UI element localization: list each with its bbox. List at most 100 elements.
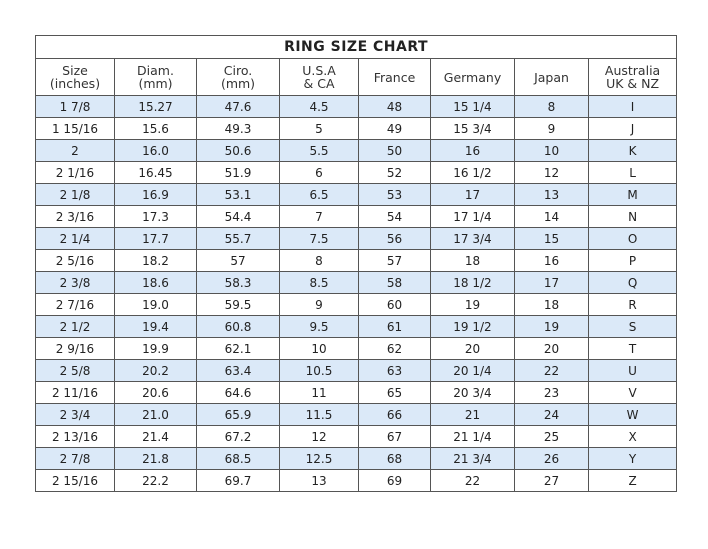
cell-france: 53	[358, 183, 431, 206]
table-row: 1 15/16 15.6 49.3 5 49 15 3/4 9 J	[35, 117, 678, 140]
cell-japan: 14	[514, 205, 589, 228]
cell-france: 66	[358, 403, 431, 426]
table-row: 2 13/16 21.4 67.2 12 67 21 1/4 25 X	[35, 425, 678, 448]
cell-circumference-mm: 49.3	[196, 117, 280, 140]
cell-usa-ca: 7	[279, 205, 359, 228]
cell-size-inches: 2 5/8	[35, 359, 115, 382]
cell-france: 56	[358, 227, 431, 250]
column-header-text: (inches)	[49, 76, 101, 91]
cell-japan: 13	[514, 183, 589, 206]
cell-france: 50	[358, 139, 431, 162]
cell-germany: 19	[430, 293, 515, 316]
column-header-text: Size	[62, 63, 88, 78]
column-header-text: Japan	[534, 69, 569, 85]
cell-circumference-mm: 53.1	[196, 183, 280, 206]
cell-france: 49	[358, 117, 431, 140]
column-header-text: Ciro.	[223, 63, 253, 78]
cell-circumference-mm: 59.5	[196, 293, 280, 316]
table-row: 2 5/16 18.2 57 8 57 18 16 P	[35, 249, 678, 272]
cell-japan: 18	[514, 293, 589, 316]
column-header-japan: Japan	[514, 58, 589, 96]
column-header-text: (mm)	[138, 76, 173, 91]
cell-australia-uk-nz: X	[587, 425, 678, 448]
cell-usa-ca: 11.5	[279, 403, 359, 426]
cell-australia-uk-nz: Y	[587, 447, 678, 470]
cell-circumference-mm: 47.6	[196, 95, 280, 118]
table-row: 2 1/8 16.9 53.1 6.5 53 17 13 M	[35, 183, 678, 206]
cell-germany: 21	[430, 403, 515, 426]
cell-australia-uk-nz: V	[587, 381, 678, 404]
cell-circumference-mm: 57	[196, 249, 280, 272]
cell-circumference-mm: 58.3	[196, 271, 280, 294]
column-header-australia-uk-nz: Australia UK & NZ	[587, 58, 678, 96]
table-row: 2 3/8 18.6 58.3 8.5 58 18 1/2 17 Q	[35, 271, 678, 294]
cell-size-inches: 2 7/8	[35, 447, 115, 470]
column-header-text: Australia	[604, 63, 661, 78]
column-header-text: UK & NZ	[606, 76, 660, 91]
cell-germany: 15 1/4	[430, 95, 515, 118]
cell-size-inches: 2 13/16	[35, 425, 115, 448]
cell-size-inches: 2 1/16	[35, 161, 115, 184]
cell-usa-ca: 8	[279, 249, 359, 272]
cell-japan: 15	[514, 227, 589, 250]
cell-australia-uk-nz: R	[587, 293, 678, 316]
cell-germany: 21 1/4	[430, 425, 515, 448]
cell-australia-uk-nz: L	[587, 161, 678, 184]
cell-circumference-mm: 50.6	[196, 139, 280, 162]
cell-australia-uk-nz: Q	[587, 271, 678, 294]
cell-usa-ca: 4.5	[279, 95, 359, 118]
cell-japan: 8	[514, 95, 589, 118]
cell-australia-uk-nz: I	[587, 95, 678, 118]
table-row: 2 1/4 17.7 55.7 7.5 56 17 3/4 15 O	[35, 227, 678, 250]
cell-usa-ca: 13	[279, 469, 359, 492]
cell-france: 65	[358, 381, 431, 404]
cell-japan: 16	[514, 249, 589, 272]
cell-circumference-mm: 54.4	[196, 205, 280, 228]
cell-circumference-mm: 60.8	[196, 315, 280, 338]
table-row: 2 1/2 19.4 60.8 9.5 61 19 1/2 19 S	[35, 315, 678, 338]
cell-usa-ca: 12.5	[279, 447, 359, 470]
cell-japan: 22	[514, 359, 589, 382]
cell-circumference-mm: 68.5	[196, 447, 280, 470]
cell-diameter-mm: 20.2	[114, 359, 197, 382]
table-row: 2 9/16 19.9 62.1 10 62 20 20 T	[35, 337, 678, 360]
cell-france: 61	[358, 315, 431, 338]
cell-france: 57	[358, 249, 431, 272]
table-row: 2 7/16 19.0 59.5 9 60 19 18 R	[35, 293, 678, 316]
cell-size-inches: 2 1/8	[35, 183, 115, 206]
cell-japan: 24	[514, 403, 589, 426]
cell-germany: 20 3/4	[430, 381, 515, 404]
cell-usa-ca: 5.5	[279, 139, 359, 162]
cell-france: 52	[358, 161, 431, 184]
cell-japan: 23	[514, 381, 589, 404]
cell-diameter-mm: 16.0	[114, 139, 197, 162]
ring-size-table: RING SIZE CHART Size (inches) Diam. (mm) Cir…	[34, 35, 678, 492]
cell-circumference-mm: 51.9	[196, 161, 280, 184]
cell-usa-ca: 6.5	[279, 183, 359, 206]
cell-size-inches: 2 11/16	[35, 381, 115, 404]
table-row: 2 16.0 50.6 5.5 50 16 10 K	[35, 139, 678, 162]
cell-size-inches: 1 7/8	[35, 95, 115, 118]
cell-usa-ca: 11	[279, 381, 359, 404]
cell-france: 69	[358, 469, 431, 492]
cell-japan: 20	[514, 337, 589, 360]
cell-usa-ca: 5	[279, 117, 359, 140]
cell-size-inches: 2 1/4	[35, 227, 115, 250]
cell-france: 60	[358, 293, 431, 316]
cell-japan: 9	[514, 117, 589, 140]
table-row: 2 1/16 16.45 51.9 6 52 16 1/2 12 L	[35, 161, 678, 184]
cell-diameter-mm: 21.4	[114, 425, 197, 448]
cell-australia-uk-nz: N	[587, 205, 678, 228]
cell-diameter-mm: 19.4	[114, 315, 197, 338]
table-title: RING SIZE CHART	[34, 35, 678, 59]
cell-australia-uk-nz: O	[587, 227, 678, 250]
cell-germany: 20	[430, 337, 515, 360]
column-header-text: France	[373, 69, 416, 85]
cell-usa-ca: 8.5	[279, 271, 359, 294]
cell-germany: 16	[430, 139, 515, 162]
cell-germany: 15 3/4	[430, 117, 515, 140]
table-body: 1 7/8 15.27 47.6 4.5 48 15 1/4 8 I 1 15/16 15.6 49…	[35, 95, 678, 492]
cell-france: 48	[358, 95, 431, 118]
column-header-text: U.S.A	[302, 63, 336, 78]
column-header-text: (mm)	[220, 76, 256, 91]
